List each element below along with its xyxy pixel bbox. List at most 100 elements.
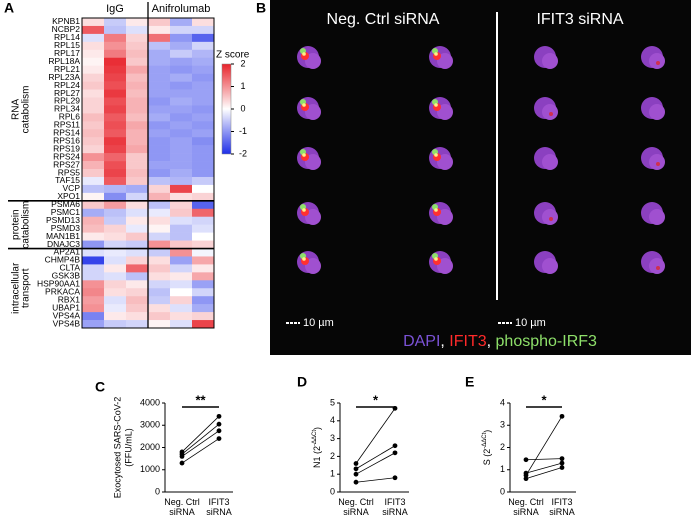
heatmap-cell	[148, 121, 171, 130]
heatmap-cell	[126, 208, 149, 218]
heatmap-cell	[82, 320, 105, 329]
gene-label: RPL34	[54, 104, 80, 114]
heatmap-cell	[104, 264, 127, 273]
heatmap-cell	[104, 41, 127, 51]
heatmap-cell	[192, 264, 215, 273]
pair-line	[525, 467, 563, 480]
colorbar-title: Z score	[216, 50, 250, 61]
gene-label: GSK3B	[52, 271, 81, 281]
heatmap-cell	[192, 216, 215, 225]
heatmap-cell	[104, 105, 127, 114]
row-group-label: catabolism	[21, 201, 32, 249]
heatmap-cell	[148, 153, 171, 162]
data-point	[216, 421, 222, 427]
heatmap-cell	[192, 65, 215, 74]
heatmap-cell	[126, 216, 149, 225]
panel-label: A	[4, 0, 14, 16]
heatmap-cell	[192, 153, 215, 162]
heatmap-cell	[148, 288, 171, 297]
cell-core	[302, 153, 306, 157]
heatmap-cell	[126, 41, 149, 51]
y-tick-label: 0	[330, 486, 335, 496]
colorbar	[221, 63, 232, 155]
heatmap-cell	[82, 89, 105, 98]
heatmap-cell	[192, 248, 215, 257]
gene-label: RPL21	[54, 64, 80, 74]
panel-label: D	[297, 374, 307, 390]
heatmap-cell	[148, 161, 171, 170]
heatmap-cell	[170, 272, 193, 281]
heatmap-cell	[192, 192, 215, 202]
heatmap-cell	[82, 312, 105, 321]
x-tick-label: IFIT3 siRNA	[549, 497, 575, 517]
panel-label: C	[95, 379, 105, 395]
heatmap-cell	[192, 184, 215, 194]
heatmap-cell	[82, 73, 105, 82]
gene-label: CLTA	[60, 263, 81, 273]
heatmap-cell	[126, 81, 149, 90]
heatmap-cell	[126, 192, 149, 202]
heatmap-cell	[126, 280, 149, 289]
heatmap-cell	[148, 41, 171, 51]
heatmap-cell	[82, 145, 105, 154]
gene-label: TAF15	[55, 175, 80, 185]
heatmap-cell	[170, 184, 193, 194]
heatmap-cell	[170, 105, 193, 114]
heatmap-cell	[82, 288, 105, 297]
heatmap-cell	[104, 232, 127, 241]
heatmap-cell	[192, 121, 215, 130]
y-tick-label: 2	[330, 451, 335, 461]
heatmap-cell	[126, 264, 149, 273]
data-point	[523, 472, 529, 478]
cell-nucleus	[305, 53, 321, 69]
data-point	[353, 461, 359, 466]
heatmap-cell	[148, 272, 171, 281]
heatmap-cell	[192, 320, 215, 329]
heatmap-cell	[192, 57, 215, 66]
cell-nucleus	[649, 154, 665, 170]
cell-nucleus	[649, 104, 665, 120]
gene-label: UBAP1	[52, 302, 80, 312]
data-point	[559, 460, 565, 466]
cell-core	[434, 52, 438, 56]
heatmap-cell	[148, 296, 171, 305]
cell-nucleus	[542, 209, 558, 225]
heatmap-cell	[148, 280, 171, 289]
data-point	[353, 471, 359, 477]
heatmap-cell	[148, 248, 171, 257]
heatmap-cell	[170, 296, 193, 305]
gene-label: RPS5	[58, 167, 80, 177]
pair-line	[181, 416, 220, 453]
heatmap-cell	[192, 256, 215, 265]
gene-label: DNAJC3	[47, 239, 80, 249]
cell-nucleus	[437, 258, 453, 274]
cell-core	[302, 257, 306, 261]
y-axis-label: S (2-ΔΔCt)	[482, 430, 493, 466]
heatmap-cell	[82, 184, 105, 194]
heatmap-cell	[126, 224, 149, 233]
heatmap-cell	[126, 89, 149, 98]
y-axis-label-sup: -ΔΔCt	[482, 432, 488, 448]
cell-nucleus	[542, 53, 558, 69]
cell-nucleus	[437, 53, 453, 69]
gene-label: RPS24	[53, 151, 80, 161]
heatmap-cell	[192, 137, 215, 146]
cell-nucleus	[542, 258, 558, 274]
gene-label: RPS27	[53, 159, 80, 169]
heatmap-cell	[170, 153, 193, 162]
heatmap-cell	[192, 97, 215, 106]
heatmap-cell	[148, 49, 171, 59]
heatmap-cell	[170, 320, 193, 329]
heatmap-cell	[104, 121, 127, 130]
heatmap-cell	[82, 137, 105, 146]
heatmap-cell	[82, 129, 105, 138]
heatmap-cell	[148, 312, 171, 321]
x-tick-label: Neg. Ctrl siRNA	[508, 497, 544, 517]
heatmap-cell	[82, 97, 105, 106]
x-tick-label: Neg. Ctrl siRNA	[164, 497, 200, 517]
heatmap-cell	[170, 113, 193, 122]
gene-label: RPL14	[54, 32, 80, 42]
heatmap-cell	[192, 272, 215, 281]
heatmap-cell	[82, 232, 105, 241]
heatmap-cell	[148, 129, 171, 138]
